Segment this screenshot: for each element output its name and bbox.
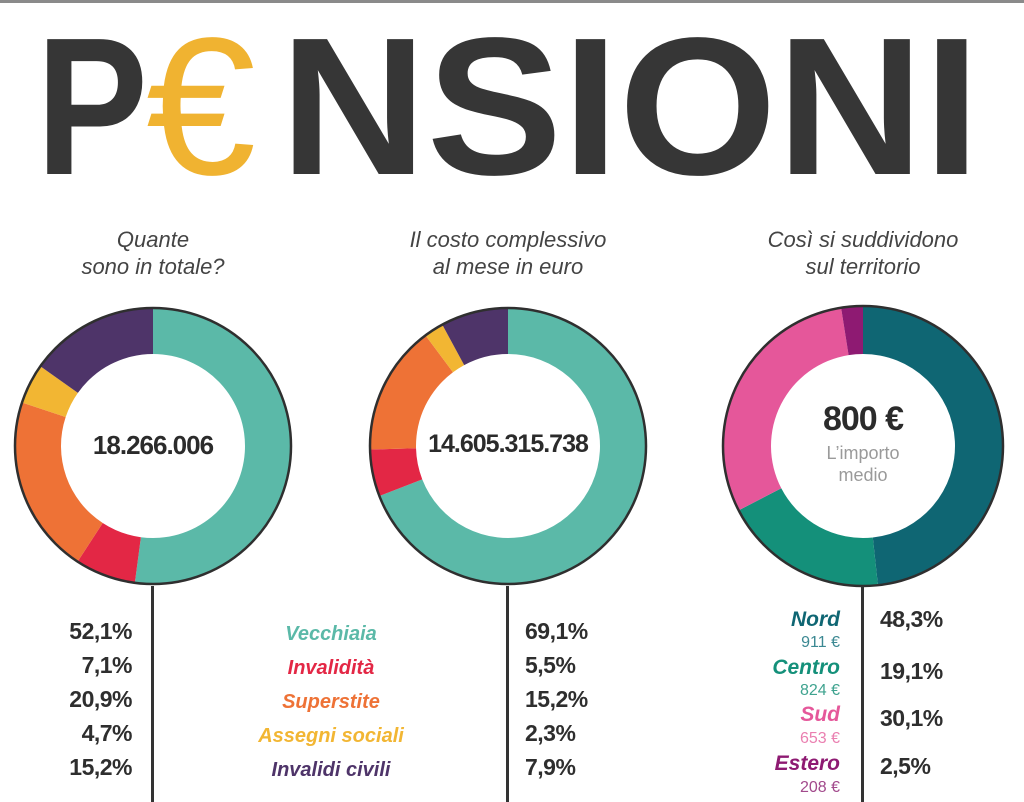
average-amount-label-line1: L’importo [826, 443, 900, 463]
pct-invalidi-civili: 7,9% [525, 754, 576, 780]
question-line: sul territorio [805, 254, 921, 279]
count-percentages: 52,1% 7,1% 20,9% 4,7% 15,2% [30, 614, 132, 784]
donut-segment-nord [863, 306, 1004, 586]
total-pensions-value: 18.266.006 [92, 430, 214, 460]
donut-segment-estero [841, 306, 863, 356]
donut-chart-cost [368, 306, 648, 586]
pct-superstite: 15,2% [525, 686, 588, 712]
region-pct-sud: 30,1% [880, 705, 943, 731]
donut-chart-territory [721, 304, 1005, 588]
question-line: Quante [116, 227, 190, 252]
donut-chart-count [13, 306, 293, 586]
question-cost: Il costo complessivo al mese in euro [358, 226, 658, 280]
donut-segment-assegni-sociali [425, 324, 465, 373]
question-territory: Così si suddividono sul territorio [713, 226, 1013, 280]
pct-vecchiaia: 52,1% [69, 618, 132, 644]
connector-line-cost [506, 586, 509, 802]
pct-vecchiaia: 69,1% [525, 618, 588, 644]
cost-percentages: 69,1% 5,5% 15,2% 2,3% 7,9% [525, 614, 625, 784]
region-label-sud: Sud [800, 703, 840, 726]
region-label-nord: Nord [791, 608, 840, 631]
question-line: Così si suddividono [767, 227, 959, 252]
top-border [0, 0, 1024, 3]
question-line: al mese in euro [432, 254, 584, 279]
title-letter-p: P [36, 12, 148, 192]
average-amount-label-line2: medio [838, 465, 888, 485]
donut-segment-vecchiaia [379, 308, 646, 584]
region-amount-sud: 653 € [799, 730, 840, 747]
donut-outline [13, 306, 293, 586]
donut-outline [368, 306, 648, 586]
euro-icon: € [146, 12, 256, 192]
legend-item-invalidita: Invalidità [287, 657, 375, 679]
legend: Vecchiaia Invalidità Superstite Assegni … [231, 617, 431, 787]
question-line: sono in totale? [81, 254, 225, 279]
question-total: Quante sono in totale? [3, 226, 303, 280]
page-title: P € NSIONI [0, 0, 1024, 216]
region-label-estero: Estero [774, 752, 840, 775]
region-pct-centro: 19,1% [880, 658, 943, 684]
legend-item-assegni-sociali: Assegni sociali [258, 725, 404, 747]
region-label-centro: Centro [772, 656, 840, 679]
donut-segment-vecchiaia [134, 308, 291, 584]
pct-invalidita: 7,1% [81, 652, 133, 678]
donut-segment-centro [738, 488, 878, 586]
question-line: Il costo complessivo [409, 227, 607, 252]
region-pct-estero: 2,5% [880, 753, 931, 779]
pct-invalidita: 5,5% [525, 652, 576, 678]
pct-superstite: 20,9% [69, 686, 132, 712]
donut-segment-invalidi-civili [442, 308, 508, 366]
average-amount-label: L’importo medio [763, 442, 963, 486]
region-amount-estero: 208 € [799, 779, 840, 796]
donut-segment-assegni-sociali [22, 366, 78, 418]
legend-item-invalidi-civili: Invalidi civili [271, 759, 391, 781]
donut-segment-invalidi-civili [40, 308, 153, 393]
donut-segment-invalidit- [77, 523, 141, 583]
title-letters-nsioni: NSIONI [280, 12, 980, 192]
region-amount-nord: 911 € [801, 634, 840, 651]
pct-invalidi-civili: 15,2% [69, 754, 132, 780]
connector-line-count [151, 586, 154, 802]
connector-line-territory [861, 586, 864, 802]
pct-assegni-sociali: 4,7% [81, 720, 133, 746]
legend-item-vecchiaia: Vecchiaia [285, 623, 377, 645]
donut-segment-superstite [370, 335, 453, 450]
pct-assegni-sociali: 2,3% [525, 720, 576, 746]
donut-segment-invalidit- [370, 448, 423, 496]
region-pct-nord: 48,3% [880, 606, 943, 632]
donut-segment-superstite [14, 402, 103, 562]
total-cost-value: 14.605.315.738 [428, 430, 589, 458]
average-amount-value: 800 € [822, 400, 904, 438]
legend-item-superstite: Superstite [282, 691, 380, 713]
region-amount-centro: 824 € [799, 682, 840, 699]
